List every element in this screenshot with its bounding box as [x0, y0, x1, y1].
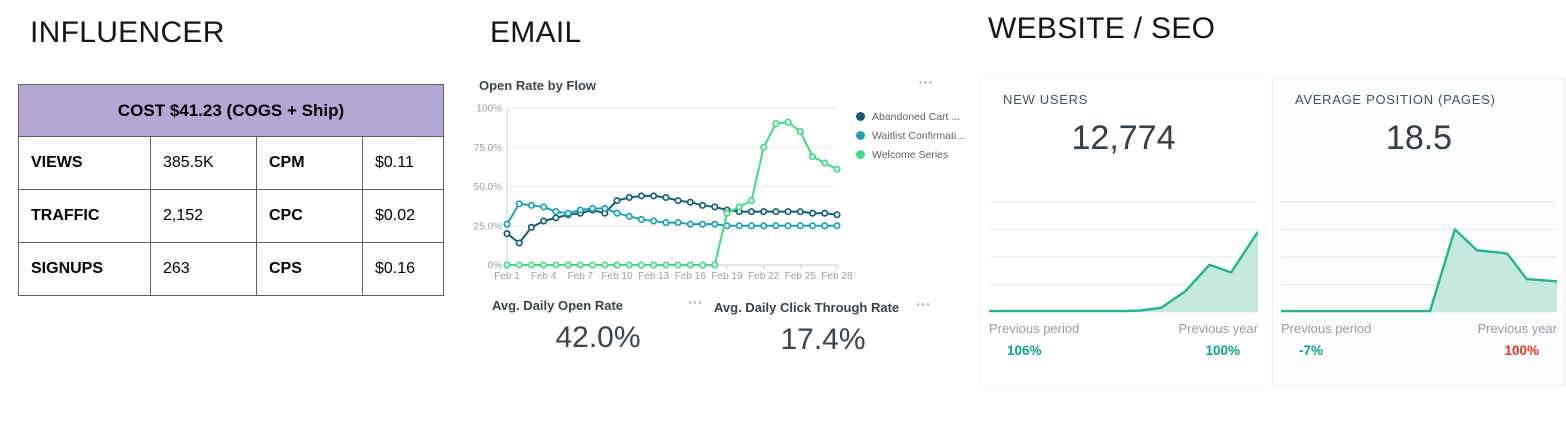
table-header-row: COST $41.23 (COGS + Ship): [17, 84, 445, 137]
table-row: TRAFFIC 2,152 CPC $0.02: [18, 189, 445, 243]
metric-value: $0.02: [361, 189, 445, 243]
open-rate-chart-title: Open Rate by Flow: [479, 78, 597, 93]
previous-period-label: Previous period: [989, 321, 1080, 336]
influencer-metrics-table: COST $41.23 (COGS + Ship) VIEWS 385.5K C…: [17, 84, 445, 296]
stat-value: 17.4%: [780, 323, 866, 356]
previous-year-value: 100%: [1504, 343, 1539, 358]
kpi-label: NEW USERS: [1003, 92, 1089, 107]
metric-value: 385.5K: [150, 136, 257, 190]
previous-period-value: -7%: [1299, 343, 1324, 358]
avg-position-sparkline: [1281, 197, 1557, 317]
svg-text:Feb 7: Feb 7: [568, 271, 594, 282]
metric-label: CPS: [256, 242, 363, 296]
svg-text:Feb 28: Feb 28: [821, 271, 853, 282]
svg-text:Feb 13: Feb 13: [638, 271, 670, 282]
metric-label: SIGNUPS: [18, 242, 151, 296]
svg-text:Feb 19: Feb 19: [711, 271, 743, 282]
new-users-card: NEW USERS 12,774 Previous period Previou…: [980, 78, 1267, 386]
svg-text:25.0%: 25.0%: [474, 221, 502, 232]
avg-daily-click-through-rate-stat: Avg. Daily Click Through Rate ⋯ 17.4%: [714, 296, 932, 357]
legend-item-waitlist-confirmation[interactable]: Waitlist Confirmati...: [856, 126, 965, 145]
stat-menu-icon[interactable]: ⋯: [687, 294, 704, 311]
previous-year-label: Previous year: [1477, 321, 1557, 336]
svg-text:Feb 4: Feb 4: [531, 271, 557, 282]
email-section: EMAIL Open Rate by Flow ⋯ 100% 75.0% 50.0%…: [470, 0, 982, 428]
new-users-sparkline: [989, 197, 1258, 317]
table-header-cell: COST $41.23 (COGS + Ship): [17, 84, 445, 137]
open-rate-chart-menu-icon[interactable]: ⋯: [918, 74, 935, 91]
svg-text:Feb 1: Feb 1: [494, 271, 520, 282]
previous-period-label: Previous period: [1281, 321, 1372, 336]
metric-label: TRAFFIC: [18, 189, 151, 243]
stat-menu-icon[interactable]: ⋯: [915, 296, 932, 313]
legend-dot-icon: [856, 112, 865, 121]
stat-label: Avg. Daily Click Through Rate: [714, 300, 900, 315]
stat-label: Avg. Daily Open Rate: [492, 298, 623, 313]
metric-value: 263: [150, 242, 257, 296]
previous-year-value: 100%: [1205, 343, 1240, 358]
table-row: VIEWS 385.5K CPM $0.11: [18, 136, 445, 190]
svg-text:100%: 100%: [476, 104, 502, 115]
legend-item-welcome-series[interactable]: Welcome Series: [856, 145, 965, 164]
kpi-label: AVERAGE POSITION (PAGES): [1295, 92, 1496, 107]
metric-value: $0.11: [361, 136, 445, 190]
kpi-value: 18.5: [1385, 119, 1453, 157]
metric-label: CPC: [256, 189, 363, 243]
previous-year-label: Previous year: [1178, 321, 1258, 336]
legend-label: Waitlist Confirmati...: [872, 129, 965, 142]
svg-text:Feb 22: Feb 22: [748, 271, 780, 282]
svg-text:Feb 16: Feb 16: [675, 271, 707, 282]
website-seo-title: WEBSITE / SEO: [988, 12, 1216, 45]
svg-text:Feb 10: Feb 10: [601, 271, 633, 282]
legend-label: Welcome Series: [872, 148, 949, 161]
legend-item-abandoned-cart[interactable]: Abandoned Cart ...: [856, 107, 965, 126]
metric-value: $0.16: [361, 242, 445, 296]
open-rate-legend: Abandoned Cart ... Waitlist Confirmati..…: [856, 107, 965, 164]
email-title: EMAIL: [490, 16, 582, 49]
legend-dot-icon: [856, 150, 865, 159]
legend-dot-icon: [856, 131, 865, 140]
influencer-section: INFLUENCER COST $41.23 (COGS + Ship) VIE…: [0, 0, 470, 428]
metric-value: 2,152: [150, 189, 257, 243]
svg-text:75.0%: 75.0%: [474, 143, 502, 154]
influencer-title: INFLUENCER: [30, 16, 225, 49]
open-rate-chart: 100% 75.0% 50.0% 25.0% 0%Feb 1 Feb 4 Feb 7 Feb …: [474, 104, 853, 283]
metric-label: CPM: [256, 136, 363, 190]
metric-label: VIEWS: [18, 136, 151, 190]
legend-label: Abandoned Cart ...: [872, 110, 961, 123]
svg-text:0%: 0%: [488, 261, 503, 272]
svg-text:50.0%: 50.0%: [474, 182, 502, 193]
previous-period-value: 106%: [1007, 343, 1042, 358]
avg-daily-open-rate-stat: Avg. Daily Open Rate ⋯ 42.0%: [492, 294, 704, 355]
svg-text:Feb 25: Feb 25: [785, 271, 817, 282]
average-position-card: AVERAGE POSITION (PAGES) 18.5 Previous p…: [1272, 78, 1566, 386]
table-row: SIGNUPS 263 CPS $0.16: [18, 242, 445, 296]
website-seo-section: WEBSITE / SEO NEW USERS 12,774 Previous …: [980, 0, 1566, 428]
kpi-value: 12,774: [1071, 119, 1176, 157]
stat-value: 42.0%: [555, 321, 641, 354]
